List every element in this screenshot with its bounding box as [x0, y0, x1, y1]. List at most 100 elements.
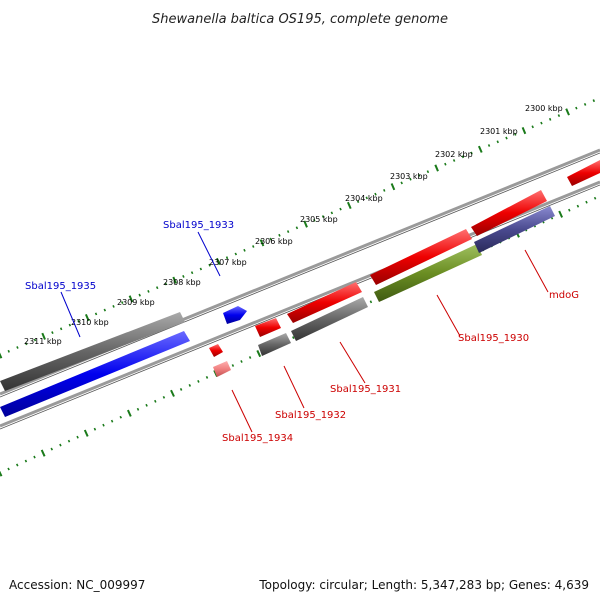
- inner-track-minor-tick: [136, 407, 140, 411]
- gene-label-sbal195-1934[interactable]: Sbal195_1934: [222, 433, 293, 444]
- inner-track-minor-tick: [593, 196, 597, 200]
- kbp-label-2304: 2304 kbp: [345, 194, 383, 203]
- gene-label-mdog[interactable]: mdoG: [549, 290, 579, 301]
- outer-track-major-tick: [215, 257, 221, 266]
- inner-track-minor-tick: [50, 447, 54, 451]
- map-title: Shewanella baltica OS195, complete genom…: [152, 12, 448, 27]
- outer-track-minor-tick: [278, 233, 281, 237]
- gene-label-sbal195-1930[interactable]: Sbal195_1930: [458, 333, 529, 344]
- gene-sbal195-1932-bar[interactable]: [258, 333, 291, 356]
- genome-stats-text: Topology: circular; Length: 5,347,283 bp…: [259, 578, 589, 592]
- outer-track-minor-tick: [487, 144, 491, 147]
- outer-track-minor-tick: [374, 192, 377, 196]
- accession-text: Accession: NC_009997: [9, 578, 146, 592]
- outer-track-minor-tick: [33, 338, 37, 342]
- outer-track-minor-tick: [409, 177, 412, 181]
- outer-track-minor-tick: [103, 308, 107, 312]
- inner-track-minor-tick: [568, 208, 571, 212]
- outer-track-minor-tick: [339, 207, 342, 211]
- inner-track-minor-tick: [162, 395, 166, 399]
- kbp-label-2310: 2310 kbp: [71, 318, 109, 327]
- inner-track-minor-tick: [93, 427, 97, 431]
- inner-track-minor-tick: [240, 360, 243, 363]
- outer-track-major-tick: [521, 127, 527, 135]
- outer-track-major-tick: [346, 201, 352, 210]
- gene-blue-long-bar[interactable]: [0, 331, 190, 417]
- outer-track-minor-tick: [51, 331, 54, 335]
- outer-track-minor-tick: [94, 312, 98, 316]
- inner-track-minor-tick: [7, 467, 10, 471]
- outer-track-minor-tick: [365, 196, 368, 200]
- outer-track-minor-tick: [138, 293, 141, 297]
- kbp-label-2308: 2308 kbp: [163, 278, 201, 287]
- gene-sbal195-1935-bar[interactable]: [0, 312, 185, 391]
- outer-track-major-tick: [565, 108, 570, 116]
- inner-track-minor-tick: [59, 443, 62, 447]
- gene-red-arrow-right[interactable]: [471, 190, 547, 236]
- inner-track-minor-tick: [154, 399, 157, 403]
- gene-label-sbal195-1931[interactable]: Sbal195_1931: [330, 384, 401, 395]
- gene-sbal195-1933-arrow[interactable]: [223, 306, 247, 324]
- callout-lines: [60, 231, 549, 433]
- outer-track-minor-tick: [234, 252, 238, 256]
- outer-track-minor-tick: [199, 267, 203, 271]
- gene-label-sbal195-1933[interactable]: Sbal195_1933: [163, 220, 234, 231]
- inner-track-major-tick: [0, 470, 3, 477]
- kbp-label-2311: 2311 kbp: [24, 337, 62, 346]
- outer-track-minor-tick: [59, 327, 63, 331]
- outer-track-minor-tick: [356, 200, 360, 204]
- inner-track-major-tick: [256, 349, 262, 358]
- outer-track-minor-tick: [269, 237, 272, 241]
- outer-track-minor-tick: [16, 346, 19, 349]
- outer-track-minor-tick: [330, 211, 334, 215]
- inner-track-minor-tick: [76, 435, 79, 439]
- gene-sbal195-1934-feature[interactable]: [213, 361, 231, 377]
- outer-track-minor-tick: [592, 99, 596, 103]
- outer-track-major-tick: [0, 352, 3, 359]
- kbp-label-2305: 2305 kbp: [300, 215, 338, 224]
- gene-label-sbal195-1935[interactable]: Sbal195_1935: [25, 281, 96, 292]
- inner-track-minor-tick: [179, 387, 183, 391]
- gene-red-arrow-edge[interactable]: [567, 160, 600, 186]
- inner-track-major-tick: [170, 389, 175, 397]
- outer-track-major-tick: [128, 295, 134, 303]
- kbp-labels: 2300 kbp 2301 kbp 2302 kbp 2303 kbp 2304…: [24, 104, 563, 346]
- gene-red-tiny-arrow[interactable]: [209, 344, 223, 357]
- inner-track-minor-tick: [231, 364, 235, 367]
- outer-track-minor-tick: [68, 323, 72, 327]
- outer-track-major-tick: [41, 332, 46, 340]
- inner-track-minor-tick: [145, 403, 148, 407]
- inner-track-major-tick: [126, 409, 132, 417]
- gene-sbal195-1931-arrow[interactable]: [287, 282, 362, 323]
- gene-sbal195-1930-bar[interactable]: [374, 244, 482, 302]
- outer-track-minor-tick: [121, 301, 124, 305]
- inner-track-minor-tick: [248, 356, 252, 359]
- outer-track-minor-tick: [321, 215, 325, 219]
- outer-track-minor-tick: [190, 271, 194, 275]
- outer-track-minor-tick: [496, 140, 499, 144]
- outer-track-minor-tick: [426, 170, 430, 174]
- gene-red-small-arrow-1[interactable]: [255, 318, 281, 337]
- inner-track-minor-tick: [369, 300, 373, 304]
- outer-track-major-tick: [434, 164, 439, 172]
- kbp-label-2301: 2301 kbp: [480, 127, 518, 136]
- outer-track-minor-tick: [548, 117, 552, 121]
- gene-red-long-arrow[interactable]: [370, 229, 472, 285]
- outer-track-minor-tick: [295, 226, 299, 230]
- outer-track-minor-tick: [243, 248, 246, 252]
- inner-track-minor-tick: [102, 423, 105, 427]
- gene-features: [0, 160, 600, 417]
- kbp-label-2303: 2303 kbp: [390, 172, 428, 181]
- outer-track-minor-tick: [208, 263, 211, 267]
- inner-track-minor-tick: [205, 375, 209, 379]
- outer-track-minor-tick: [225, 256, 229, 260]
- gene-label-sbal195-1932[interactable]: Sbal195_1932: [275, 410, 346, 421]
- outer-track-minor-tick: [557, 114, 561, 118]
- gene-gray-bar-mid[interactable]: [291, 297, 368, 341]
- kbp-label-2306: 2306 kbp: [255, 237, 293, 246]
- inner-track-minor-tick: [576, 204, 580, 208]
- outer-track-minor-tick: [313, 218, 316, 222]
- gene-mdog-bar[interactable]: [474, 206, 555, 253]
- inner-track-minor-tick: [67, 439, 71, 443]
